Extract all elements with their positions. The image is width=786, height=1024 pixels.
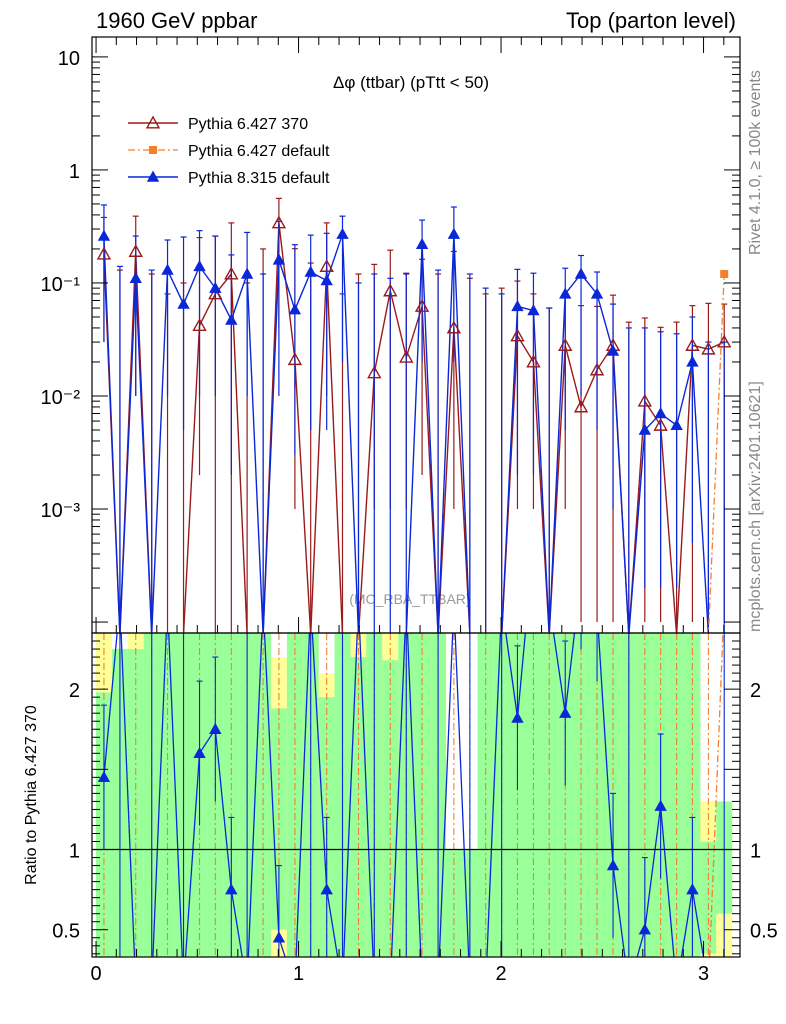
- x-tick-label: 3: [698, 963, 709, 985]
- pythia8-marker: [638, 423, 652, 435]
- pythia6-370-marker: [526, 354, 541, 368]
- pythia8-ratio-marker: [654, 799, 667, 811]
- ratio-y-axis-label: Ratio to Pythia 6.427 370: [23, 705, 40, 885]
- pythia8-marker: [574, 267, 588, 279]
- pythia8-marker: [320, 274, 333, 286]
- pythia6-370-marker: [685, 338, 700, 351]
- pythia6-370-marker: [399, 349, 414, 363]
- ratio-y-tick-label: 0.5: [52, 921, 80, 943]
- ratio-y-tick-label: 2: [69, 680, 80, 702]
- pythia6-370-marker: [224, 266, 239, 280]
- energy-label: 1960 GeV ppbar: [96, 8, 257, 33]
- pythia6-370-marker: [383, 283, 398, 297]
- green-band-bin: [445, 849, 462, 957]
- pythia8-ratio-marker: [559, 706, 572, 718]
- legend-pythia6-370-marker: [145, 115, 161, 129]
- pythia8-marker: [129, 271, 142, 283]
- pythia8-ratio-marker: [638, 923, 652, 935]
- pythia6-370-marker: [96, 246, 112, 260]
- main-y-tick-label: 10⁻³: [41, 500, 81, 522]
- pythia8-marker: [415, 237, 429, 249]
- x-tick-label: 1: [293, 963, 304, 985]
- analysis-watermark: (MC_RBA_TTBAR): [349, 591, 470, 607]
- pythia8-marker: [272, 253, 286, 265]
- pythia6-370-marker: [208, 286, 223, 300]
- pythia8-marker: [654, 407, 667, 419]
- main-y-tick-label: 10: [58, 48, 80, 70]
- plot-title: Δφ (ttbar) (pTtt < 50): [333, 73, 489, 92]
- pythia6-370-marker: [271, 215, 287, 229]
- x-tick-label: 2: [495, 963, 506, 985]
- pythia8-marker: [670, 418, 683, 431]
- pythia8-ratio-line: [103, 633, 705, 957]
- pythia8-marker: [686, 355, 699, 367]
- legend-pythia6-370-label: Pythia 6.427 370: [188, 116, 308, 133]
- legend-pythia8-label: Pythia 8.315 default: [188, 170, 330, 187]
- pythia8-marker: [161, 263, 174, 275]
- pythia8-ratio-marker: [193, 746, 206, 758]
- pythia6-370-marker: [637, 393, 653, 407]
- pythia6-370-marker: [510, 328, 525, 342]
- pythia6-370-marker: [287, 352, 303, 366]
- pythia8-marker: [193, 260, 206, 272]
- pythia6-370-marker: [446, 320, 462, 334]
- pythia6-370-marker: [319, 259, 334, 272]
- pythia6-370-marker: [717, 334, 732, 348]
- main-y-tick-label: 1: [69, 161, 80, 183]
- pythia8-marker: [304, 265, 317, 277]
- pythia6-370-marker: [414, 298, 430, 312]
- pythia8-line: [103, 233, 709, 633]
- x-tick-label: 0: [90, 963, 101, 985]
- ratio-y-tick-label-right: 2: [750, 680, 761, 702]
- pythia8-ratio-marker: [511, 711, 524, 723]
- pythia8-marker: [209, 281, 222, 293]
- pythia8-ratio-marker: [272, 931, 286, 943]
- ratio-y-tick-label: 1: [69, 841, 80, 863]
- legend-pythia6-default-marker: [149, 146, 157, 154]
- pythia8-ratio-marker: [686, 883, 699, 895]
- ratio-panel-frame: [91, 632, 741, 958]
- pythia6-370-marker: [573, 399, 589, 413]
- pythia6-default-ratio-rise: [708, 633, 724, 957]
- ratio-y-tick-label-right: 0.5: [750, 921, 778, 943]
- green-band-bin: [350, 657, 367, 957]
- rivet-version-label: Rivet 4.1.0, ≥ 100k events: [747, 70, 764, 255]
- pythia8-marker: [97, 229, 111, 241]
- pythia8-marker: [527, 304, 540, 316]
- pythia6-370-marker: [701, 341, 716, 355]
- pythia8-marker: [511, 299, 524, 312]
- pythia6-370-marker: [128, 244, 143, 257]
- main-y-tick-label: 10⁻²: [41, 387, 81, 409]
- legend-pythia6-default-label: Pythia 6.427 default: [188, 143, 330, 160]
- pythia6-370-marker: [367, 365, 382, 379]
- pythia8-marker: [447, 227, 461, 239]
- ratio-series: [97, 633, 728, 957]
- mcplots-url-label: mcplots.cern.ch [arXiv:2401.10621]: [747, 381, 764, 632]
- pythia6-370-marker: [558, 338, 573, 351]
- pythia8-ratio-marker: [209, 722, 222, 734]
- pythia8-marker: [177, 297, 190, 309]
- pythia8-marker: [606, 344, 620, 356]
- pythia8-ratio-marker: [97, 770, 111, 783]
- pythia6-370-marker: [653, 417, 668, 431]
- main-y-tick-label: 10⁻¹: [41, 274, 81, 296]
- pythia8-marker: [240, 267, 254, 279]
- ratio-y-tick-label-right: 1: [750, 841, 761, 863]
- pythia6-370-marker: [192, 318, 207, 332]
- pythia8-marker: [288, 303, 302, 315]
- process-label: Top (parton level): [566, 8, 736, 33]
- pythia8-ratio-marker: [320, 883, 333, 895]
- pythia6-default-marker: [720, 270, 729, 279]
- pythia8-marker: [590, 287, 604, 299]
- pythia6-370-marker: [589, 362, 605, 376]
- pythia8-ratio-marker: [225, 883, 238, 895]
- legend-pythia8-marker: [146, 170, 160, 182]
- green-band-bin: [700, 841, 717, 954]
- pythia8-ratio-marker: [606, 859, 620, 871]
- pythia8-marker: [336, 227, 349, 239]
- pythia8-marker: [559, 287, 572, 299]
- main-series: [96, 197, 732, 633]
- pythia8-marker: [225, 313, 238, 325]
